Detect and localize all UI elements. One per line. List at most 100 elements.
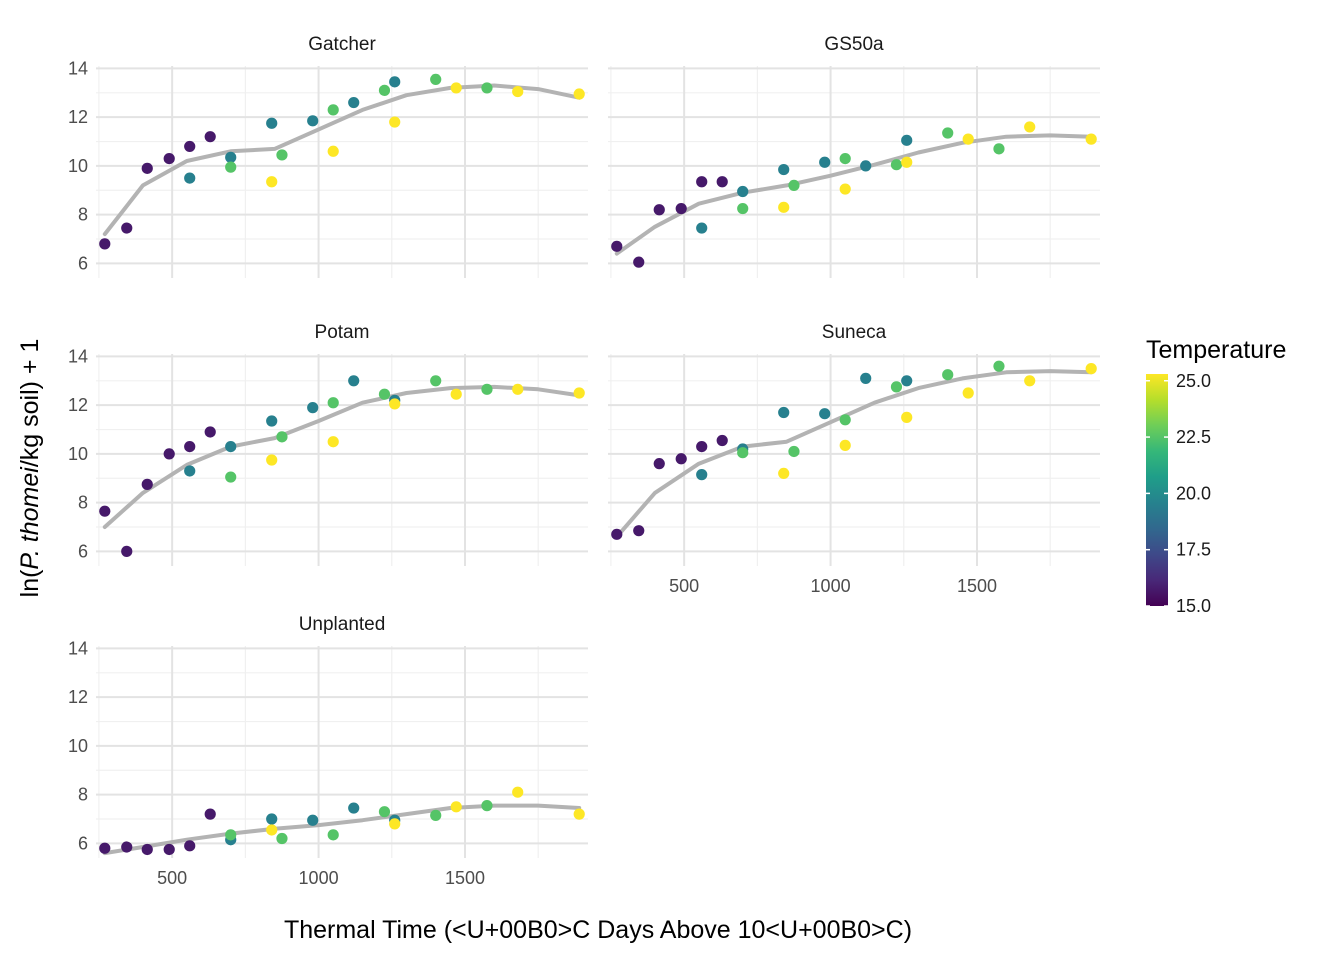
- data-point: [307, 814, 319, 826]
- x-axis-title: Thermal Time (<U+00B0>C Days Above 10<U+…: [284, 916, 912, 944]
- data-point: [225, 471, 237, 483]
- data-point: [778, 406, 790, 419]
- data-point: [225, 161, 237, 173]
- legend-colorbar: [1146, 374, 1168, 606]
- y-tick-label: 6: [78, 541, 88, 561]
- data-point: [573, 88, 585, 100]
- data-point: [860, 160, 872, 172]
- data-point: [778, 163, 790, 176]
- data-point: [1085, 133, 1097, 145]
- data-point: [716, 176, 728, 188]
- facet-label: Unplanted: [299, 614, 386, 635]
- data-point: [430, 375, 442, 387]
- data-point: [675, 453, 687, 465]
- data-point: [839, 183, 851, 195]
- data-point: [696, 222, 708, 234]
- data-point: [378, 84, 391, 96]
- data-point: [348, 375, 360, 387]
- data-point: [839, 439, 851, 451]
- data-point: [163, 152, 175, 165]
- y-tick-label: 14: [68, 346, 88, 366]
- smooth-line: [102, 83, 582, 237]
- data-point: [942, 369, 954, 381]
- data-point: [633, 525, 645, 537]
- smooth-line: [102, 384, 582, 529]
- data-point: [204, 808, 216, 820]
- data-point: [430, 809, 442, 821]
- data-point: [901, 134, 913, 146]
- data-point: [788, 179, 800, 192]
- data-point: [1024, 121, 1036, 133]
- data-point: [121, 222, 133, 234]
- y-tick-label: 8: [78, 205, 88, 225]
- facet-panel: Unplanted 6 8 10 12 14 500 1000 1500: [68, 614, 588, 888]
- data-point: [839, 152, 851, 165]
- y-tick-label: 8: [78, 493, 88, 513]
- data-point: [327, 436, 339, 448]
- y-tick-label: 14: [68, 58, 88, 78]
- data-point: [266, 415, 278, 427]
- data-point: [378, 388, 391, 400]
- data-point: [450, 801, 462, 813]
- data-point: [890, 381, 903, 393]
- data-point: [788, 445, 800, 458]
- data-point: [737, 202, 749, 215]
- data-point: [778, 201, 790, 213]
- facet-label: Suneca: [822, 322, 887, 343]
- data-point: [184, 840, 196, 852]
- y-tick-label: 10: [68, 156, 88, 176]
- facet-label: Potam: [315, 322, 370, 343]
- data-point: [573, 387, 585, 399]
- data-point: [633, 256, 645, 268]
- data-point: [901, 375, 913, 387]
- data-point: [163, 843, 175, 856]
- data-point: [573, 808, 585, 820]
- y-tick-label: 14: [68, 638, 88, 658]
- data-point: [1024, 375, 1036, 387]
- legend-label: 22.5: [1176, 427, 1211, 447]
- y-tick-label: 10: [68, 736, 88, 756]
- y-axis-title: ln(P. thomei/kg soil) + 1: [16, 339, 44, 598]
- data-point: [993, 143, 1005, 155]
- x-tick-label: 500: [669, 576, 699, 596]
- legend-label: 17.5: [1176, 540, 1211, 560]
- facet-label: Gatcher: [308, 34, 376, 55]
- y-tick-label: 12: [68, 107, 88, 127]
- data-point: [225, 829, 237, 841]
- data-point: [737, 185, 749, 198]
- data-point: [184, 465, 196, 477]
- data-point: [512, 85, 524, 98]
- data-point: [141, 162, 153, 174]
- data-point: [327, 397, 339, 409]
- data-point: [327, 104, 339, 116]
- color-legend: Temperature 15.0 17.5 20.0 22.5 25.0: [1146, 336, 1286, 616]
- data-point: [99, 238, 111, 250]
- data-point: [141, 478, 153, 490]
- facet-panels: Gatcher 6 8 10 12 14 GS50a Potam 6 8 10 12 14 Suneca 5…: [68, 34, 1100, 888]
- data-point: [481, 82, 493, 94]
- data-point: [163, 448, 175, 460]
- data-point: [901, 156, 913, 168]
- data-point: [962, 133, 974, 145]
- facet-panel: GS50a: [608, 34, 1100, 278]
- data-point: [121, 545, 133, 557]
- facet-panel: Gatcher 6 8 10 12 14: [68, 34, 588, 278]
- legend-title: Temperature: [1146, 336, 1286, 364]
- data-point: [266, 824, 278, 836]
- data-point: [121, 841, 133, 853]
- data-point: [266, 176, 278, 188]
- data-point: [141, 843, 153, 856]
- data-point: [737, 447, 749, 459]
- data-point: [389, 398, 401, 410]
- data-point: [901, 411, 913, 423]
- data-point: [819, 156, 831, 168]
- data-point: [184, 140, 196, 153]
- data-point: [962, 387, 974, 399]
- data-point: [993, 360, 1005, 372]
- facet-panel: Potam 6 8 10 12 14: [68, 322, 588, 566]
- data-point: [512, 383, 524, 395]
- data-point: [266, 117, 278, 129]
- data-point: [611, 528, 623, 540]
- legend-label: 25.0: [1176, 371, 1211, 391]
- x-tick-label: 1500: [445, 868, 485, 888]
